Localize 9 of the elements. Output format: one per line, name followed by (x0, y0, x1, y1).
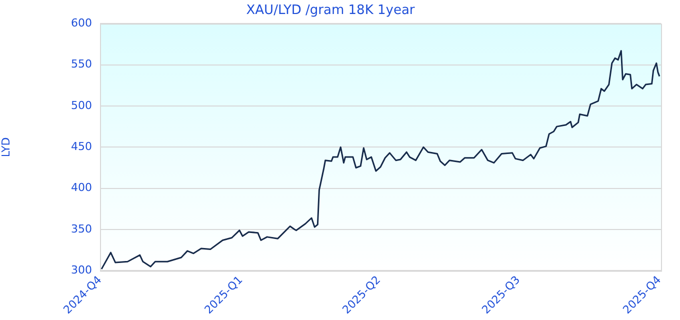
y-tick-label: 300 (71, 264, 92, 277)
y-tick-label: 450 (71, 140, 92, 154)
y-tick-label: 350 (71, 222, 92, 236)
y-axis-title: LYD (0, 137, 12, 158)
y-tick-label: 500 (71, 98, 92, 112)
chart-title: XAU/LYD /gram 18K 1year (246, 3, 416, 18)
y-tick-label: 550 (71, 58, 92, 71)
y-tick-label: 400 (71, 181, 92, 194)
y-tick-label: 600 (71, 16, 92, 30)
